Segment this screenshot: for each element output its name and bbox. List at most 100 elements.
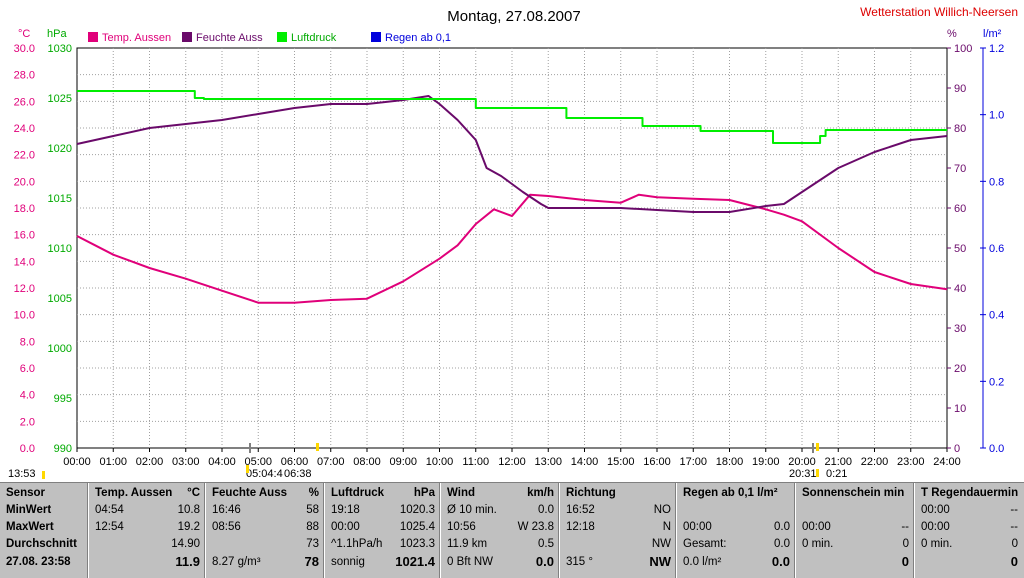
stats-cell-value: 0.0: [535, 554, 554, 569]
marker-label: 20:31: [789, 468, 817, 480]
x-tick-label: 23:00: [897, 456, 925, 468]
stats-row-label: Durchschnitt: [0, 536, 89, 552]
rain-unit-label: l/m²: [983, 28, 1002, 40]
x-tick-label: 14:00: [571, 456, 599, 468]
grid: [76, 47, 986, 452]
x-tick-label: 17:00: [679, 456, 707, 468]
stats-cell-info: 19:18: [331, 504, 360, 516]
legend-swatch-pressure: [277, 32, 287, 42]
stats-column-header: Richtung: [560, 485, 677, 501]
stats-cell-info: sonnig: [331, 556, 365, 568]
stats-row-label: Sensor: [0, 485, 89, 501]
x-tick-label: 18:00: [716, 456, 744, 468]
rain-tick-label: 1.0: [989, 110, 1004, 122]
pressure-tick-label: 990: [54, 443, 72, 455]
stats-cell-info: 8.27 g/m³: [212, 556, 261, 568]
stats-cell-value: 88: [306, 521, 319, 533]
stats-cell: 00:00 0.0: [677, 519, 796, 535]
rain-tick-label: 0.4: [989, 310, 1004, 322]
stats-cell: 00:00 --: [915, 519, 1024, 535]
legend: Temp. Aussen Feuchte Auss Luftdruck Rege…: [88, 32, 451, 44]
stats-cell-info: 315 °: [566, 556, 593, 568]
stats-cell-value: 1020.3: [399, 504, 435, 516]
stats-column-unit: hPa: [413, 487, 435, 499]
stats-cell-value: W 23.8: [517, 521, 554, 533]
x-tick-label: 24:00: [933, 456, 961, 468]
pressure-tick-label: 1025: [48, 93, 72, 105]
stats-row-label: MaxWert: [0, 519, 89, 535]
stats-cell: 10:56 W 23.8: [441, 519, 560, 535]
stats-cell: 00:00 1025.4: [325, 519, 441, 535]
humidity-unit-label: %: [947, 28, 957, 40]
stats-column-header: Feuchte Auss%: [206, 485, 325, 501]
stats-column-title: Richtung: [566, 487, 616, 499]
stats-column: Regen ab 0,1 l/m² 00:00 0.0 Gesamt: 0.0 0.0 l…: [677, 483, 796, 578]
stats-column-header: Regen ab 0,1 l/m²: [677, 485, 796, 501]
stats-cell: sonnig 1021.4: [325, 554, 441, 570]
stats-cell: 16:46 58: [206, 502, 325, 518]
stats-cell-value: 0: [1010, 554, 1018, 569]
stats-row-label-text: MaxWert: [6, 521, 54, 533]
stats-cell: 08:56 88: [206, 519, 325, 535]
temp-tick-label: 0.0: [20, 443, 35, 455]
stats-cell-value: 0: [1011, 538, 1018, 550]
x-tick-label: 03:00: [172, 456, 200, 468]
stats-cell-info: 10:56: [447, 521, 476, 533]
x-tick-label: 01:00: [99, 456, 127, 468]
x-tick-label: 20:00: [788, 456, 816, 468]
stats-cell: 315 ° NW: [560, 554, 677, 570]
stats-cell-value: 0.0: [774, 538, 790, 550]
stats-cell-value: 58: [306, 504, 319, 516]
stats-cell: 73: [206, 536, 325, 552]
pressure-tick-label: 995: [54, 393, 72, 405]
stats-cell-value: --: [1010, 504, 1018, 516]
weather-chart: Montag, 27.08.2007 Wetterstation Willich…: [8, 5, 1018, 480]
x-tick-label: 09:00: [389, 456, 417, 468]
x-tick-label: 10:00: [426, 456, 454, 468]
temp-tick-label: 20.0: [14, 176, 35, 188]
stats-cell-value: 0.5: [538, 538, 554, 550]
legend-label-temp: Temp. Aussen: [102, 32, 171, 44]
stats-column-title: Wind: [447, 487, 475, 499]
pressure-tick-label: 1020: [48, 143, 72, 155]
stats-column-title: Temp. Aussen: [95, 487, 173, 499]
temp-tick-label: 28.0: [14, 70, 35, 82]
stats-cell-info: 00:00: [683, 521, 712, 533]
stats-cell: NW: [560, 536, 677, 552]
humidity-tick-label: 10: [954, 403, 966, 415]
stats-cell-value: NO: [653, 504, 671, 516]
stats-row-label: MinWert: [0, 502, 89, 518]
stats-cell: 0 Bft NW 0.0: [441, 554, 560, 570]
stats-column-separator: [204, 483, 206, 578]
stats-row-label: 27.08. 23:58: [0, 554, 89, 570]
stats-cell-value: 0.0: [538, 504, 554, 516]
stats-column-separator: [87, 483, 89, 578]
x-tick-label: 11:00: [462, 456, 489, 468]
pressure-tick-label: 1030: [48, 43, 72, 55]
stats-cell-info: 00:00: [921, 504, 950, 516]
x-tick-label: 12:00: [498, 456, 526, 468]
x-tick-label: 02:00: [136, 456, 164, 468]
stats-cell-info: 00:00: [921, 521, 950, 533]
humidity-tick-label: 70: [954, 163, 966, 175]
stats-column-title: Luftdruck: [331, 487, 385, 499]
stats-cell-value: 14.90: [171, 538, 200, 550]
humidity-tick-label: 50: [954, 243, 966, 255]
stats-cell: Gesamt: 0.0: [677, 536, 796, 552]
stats-cell-info: ^1.1hPa/h: [331, 538, 383, 550]
humidity-tick-label: 40: [954, 283, 966, 295]
stats-cell: 12:54 19.2: [89, 519, 206, 535]
stats-cell-value: 10.8: [177, 504, 200, 516]
stats-cell-info: 12:18: [566, 521, 595, 533]
stats-cell-info: 16:52: [566, 504, 595, 516]
temp-tick-label: 6.0: [20, 363, 35, 375]
temp-tick-label: 26.0: [14, 96, 35, 108]
stats-column-title: Sonnenschein min: [802, 487, 905, 499]
temp-tick-label: 2.0: [20, 416, 35, 428]
stats-column-separator: [794, 483, 796, 578]
stats-column-separator: [323, 483, 325, 578]
humidity-tick-label: 0: [954, 443, 960, 455]
stats-cell: [677, 502, 796, 518]
stats-cell-value: 1023.3: [399, 538, 435, 550]
stats-cell: [796, 502, 915, 518]
